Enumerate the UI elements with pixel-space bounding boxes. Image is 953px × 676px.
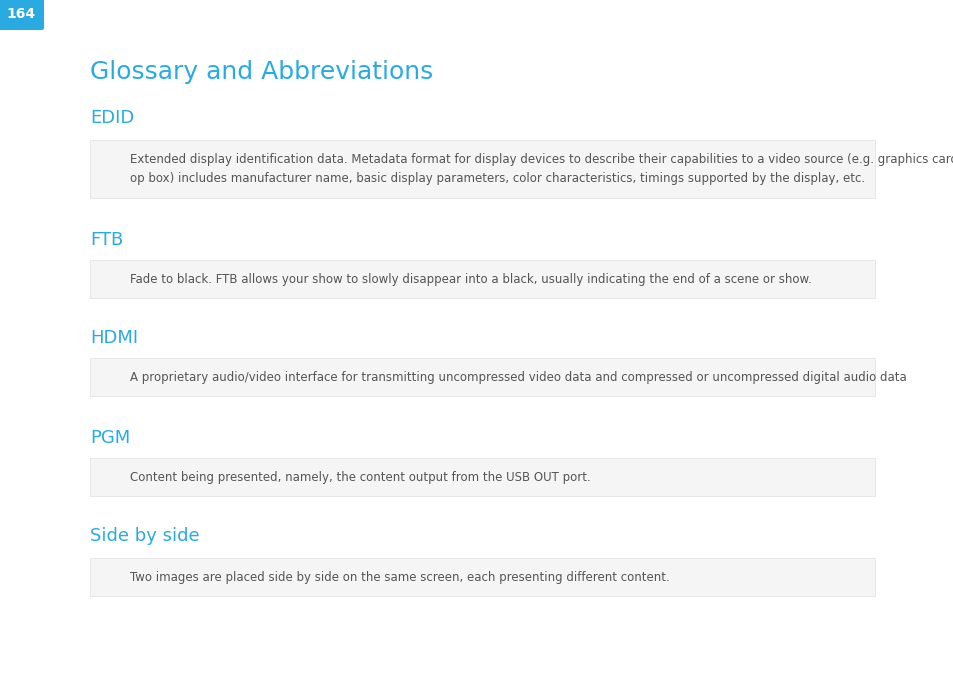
FancyBboxPatch shape xyxy=(0,0,44,30)
FancyBboxPatch shape xyxy=(90,358,874,396)
FancyBboxPatch shape xyxy=(90,140,874,198)
Text: Fade to black. FTB allows your show to slowly disappear into a black, usually in: Fade to black. FTB allows your show to s… xyxy=(130,272,811,285)
Text: EDID: EDID xyxy=(90,109,134,127)
Text: Content being presented, namely, the content output from the USB OUT port.: Content being presented, namely, the con… xyxy=(130,470,590,483)
Text: FTB: FTB xyxy=(90,231,123,249)
Text: Extended display identification data. Metadata format for display devices to des: Extended display identification data. Me… xyxy=(130,153,953,185)
FancyBboxPatch shape xyxy=(90,558,874,596)
Text: 164: 164 xyxy=(7,7,35,21)
FancyBboxPatch shape xyxy=(90,458,874,496)
Text: Side by side: Side by side xyxy=(90,527,199,545)
Text: Two images are placed side by side on the same screen, each presenting different: Two images are placed side by side on th… xyxy=(130,571,669,583)
Text: A proprietary audio/video interface for transmitting uncompressed video data and: A proprietary audio/video interface for … xyxy=(130,370,905,383)
Text: HDMI: HDMI xyxy=(90,329,138,347)
FancyBboxPatch shape xyxy=(90,260,874,298)
Text: Glossary and Abbreviations: Glossary and Abbreviations xyxy=(90,60,433,84)
Text: PGM: PGM xyxy=(90,429,131,447)
